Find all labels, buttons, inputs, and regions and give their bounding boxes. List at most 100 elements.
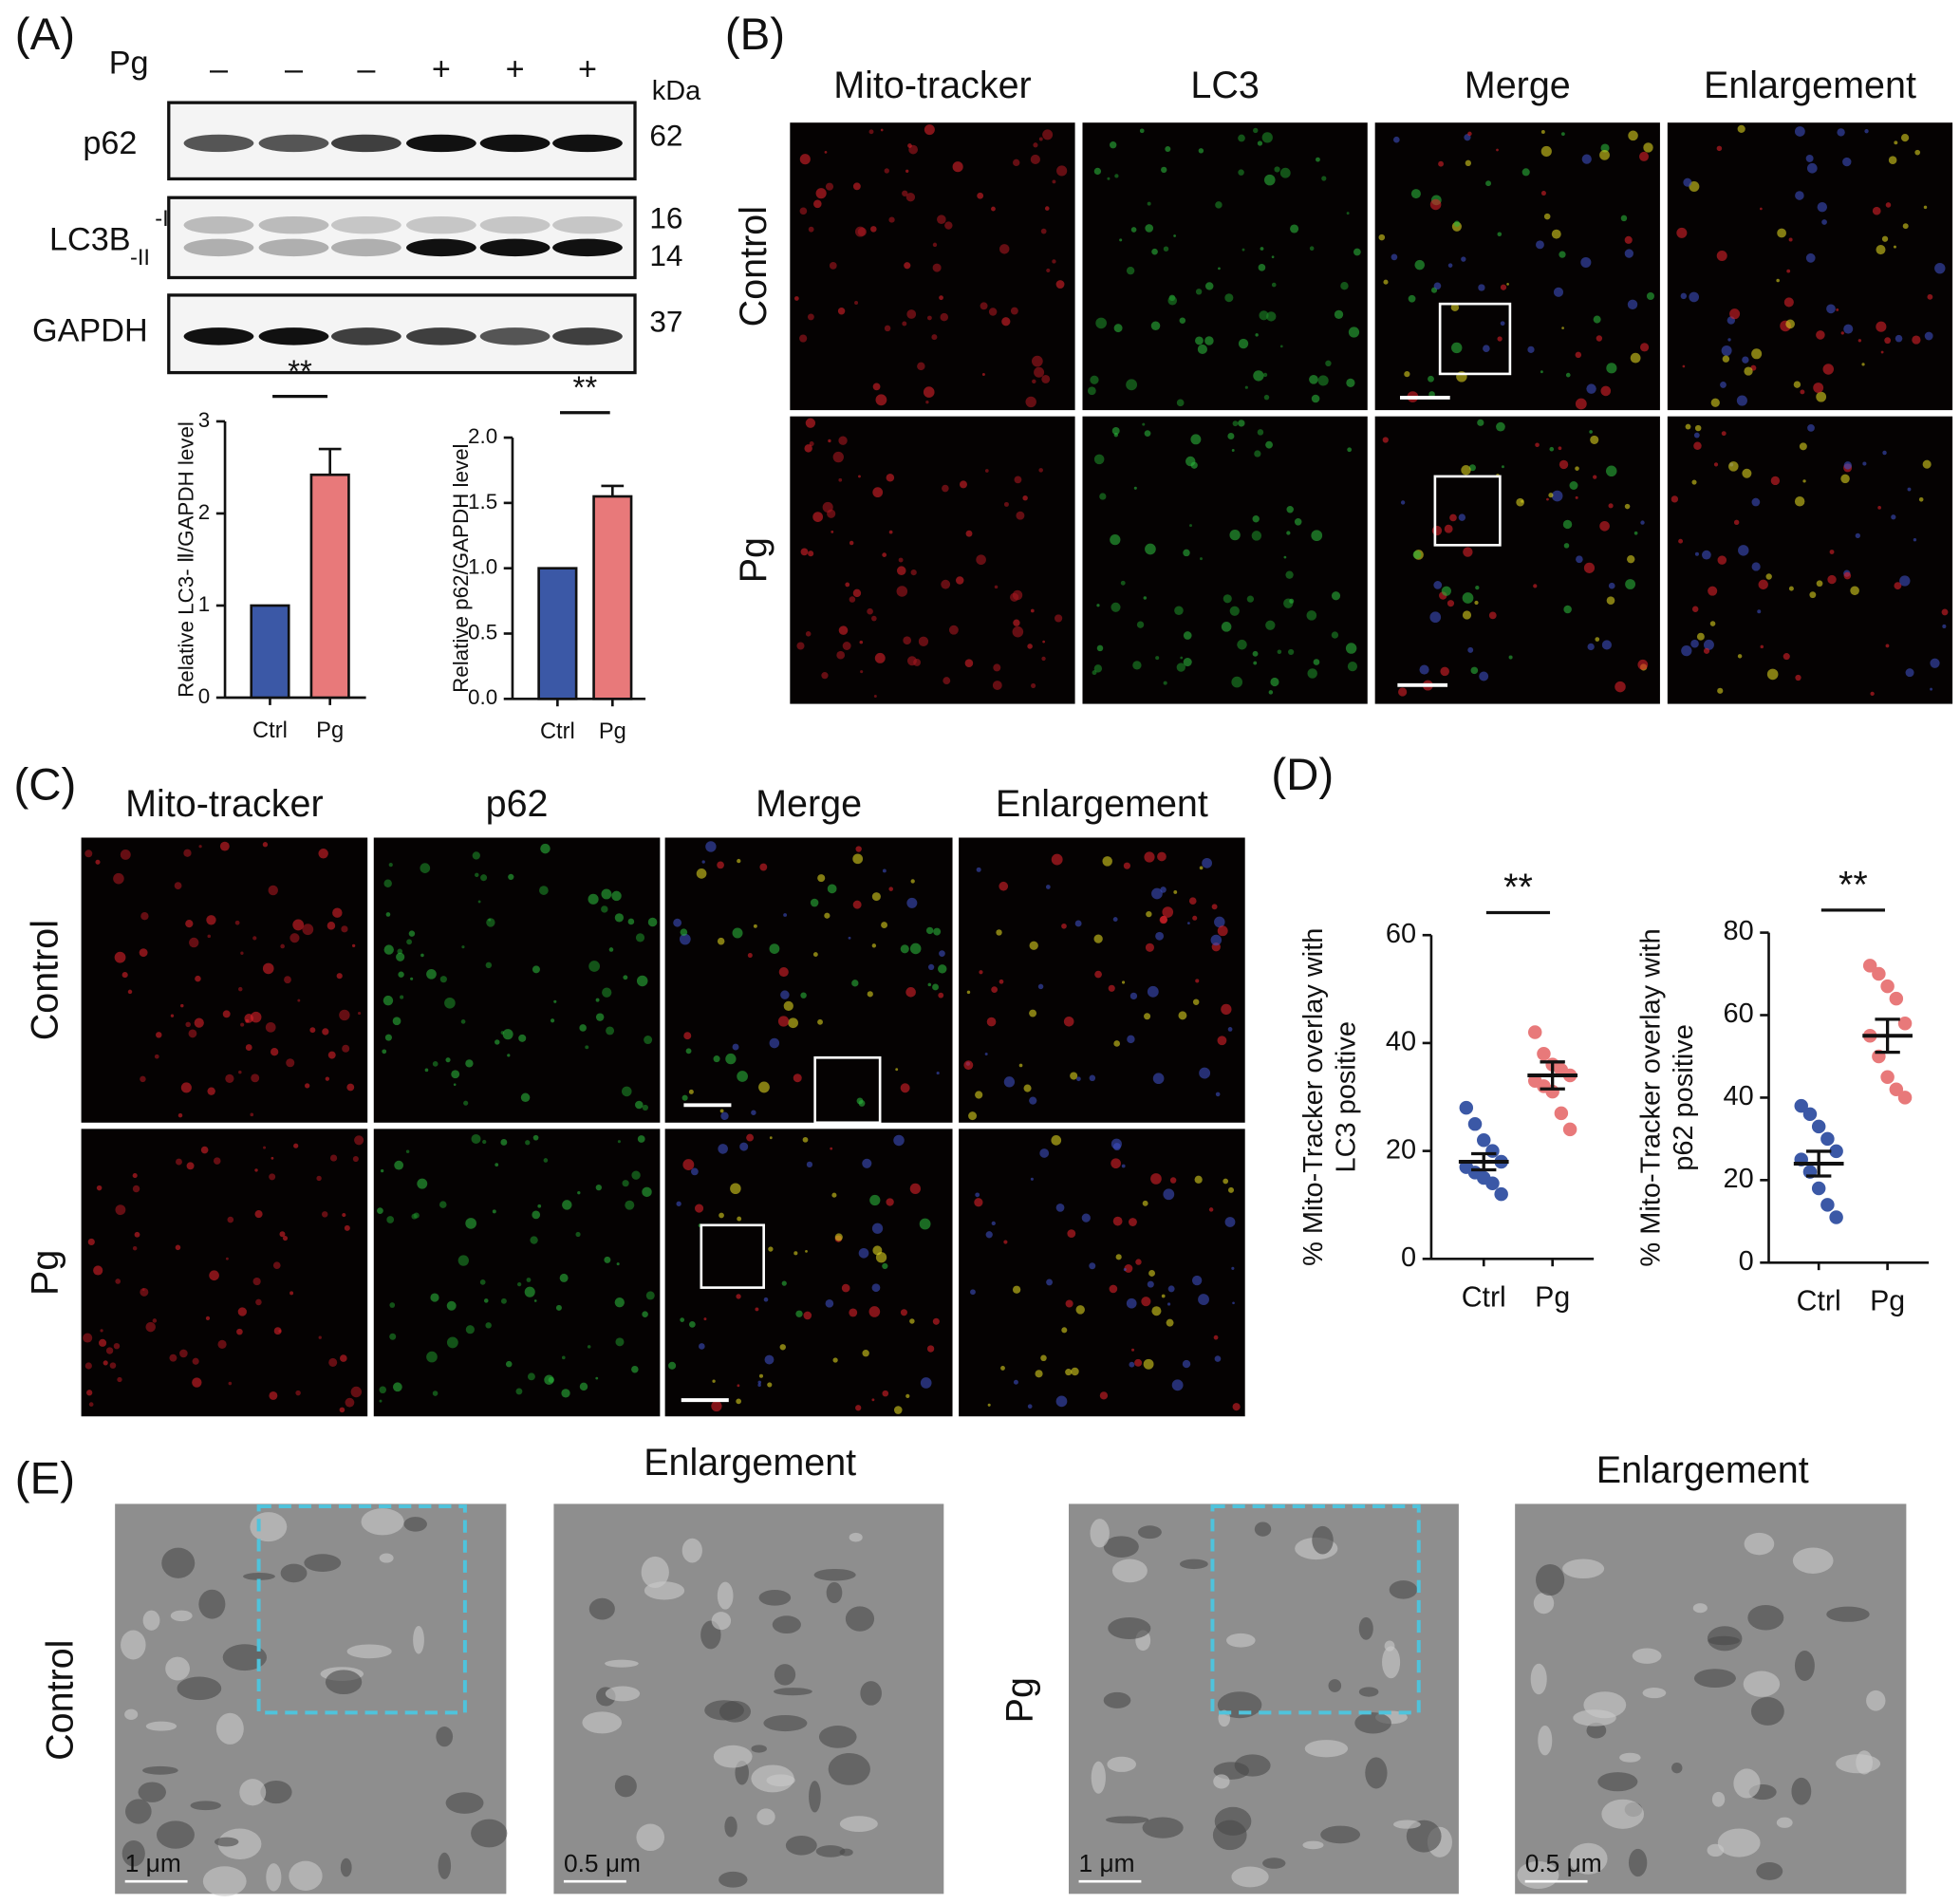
micrograph-speck xyxy=(1003,1076,1016,1088)
micrograph-speck xyxy=(95,859,101,865)
micrograph-speck xyxy=(984,1052,988,1055)
micrograph-speck xyxy=(1843,571,1852,580)
tem-feature xyxy=(849,1532,863,1542)
micrograph-speck xyxy=(530,1236,538,1244)
micrograph-speck xyxy=(577,1191,581,1195)
micrograph-speck xyxy=(1277,649,1282,654)
micrograph-speck xyxy=(1218,267,1221,271)
micrograph-speck xyxy=(1167,1285,1175,1293)
micrograph-speck xyxy=(1254,450,1261,457)
micrograph-speck xyxy=(518,1034,527,1042)
micrograph-speck xyxy=(219,841,230,851)
micrograph-speck xyxy=(1891,514,1896,520)
micrograph-speck xyxy=(854,301,859,305)
micrograph-speck xyxy=(345,1397,355,1408)
micrograph-speck xyxy=(1223,1178,1229,1185)
micrograph-speck xyxy=(430,1293,439,1302)
micrograph-speck xyxy=(305,1083,310,1089)
micrograph-speck xyxy=(1410,189,1421,199)
column-header: p62 xyxy=(486,783,549,825)
tem-feature xyxy=(1743,1671,1781,1697)
scale-bar-label: 1 μm xyxy=(1079,1849,1135,1877)
micrograph-speck xyxy=(272,1261,281,1270)
pg-label: Pg xyxy=(109,46,149,82)
column-header: Merge xyxy=(756,783,862,825)
micrograph-speck xyxy=(888,887,893,891)
micrograph-speck xyxy=(882,1390,889,1397)
micrograph-speck xyxy=(1548,493,1554,498)
micrograph-speck xyxy=(621,1086,632,1097)
micrograph-speck xyxy=(1001,317,1011,327)
micrograph-speck xyxy=(694,1204,704,1213)
micrograph-speck xyxy=(1000,1365,1005,1371)
y-tick-label: 0.0 xyxy=(468,685,497,709)
micrograph-speck xyxy=(769,1037,780,1049)
tem-feature xyxy=(217,1828,262,1859)
micrograph-speck xyxy=(1126,266,1135,275)
micrograph-speck xyxy=(1465,159,1472,167)
micrograph-speck xyxy=(1500,284,1507,290)
micrograph-speck xyxy=(872,1245,883,1256)
micrograph-speck xyxy=(1166,1318,1174,1327)
blot-row-sub: -II xyxy=(130,246,150,271)
micrograph-speck xyxy=(280,943,285,949)
micrograph-speck xyxy=(1783,297,1794,308)
micrograph-speck xyxy=(1093,454,1105,465)
micrograph-speck xyxy=(1927,293,1933,300)
micrograph-speck xyxy=(1794,126,1805,137)
tem-feature xyxy=(774,1664,796,1686)
micrograph-speck xyxy=(980,302,988,310)
micrograph-speck xyxy=(1497,232,1503,237)
micrograph-speck xyxy=(1561,327,1564,329)
micrograph-speck xyxy=(988,308,998,316)
micrograph-speck xyxy=(1470,666,1479,675)
blot-band xyxy=(183,327,254,345)
micrograph-speck xyxy=(1115,1254,1122,1260)
micrograph-speck xyxy=(206,915,216,925)
micrograph-speck xyxy=(1045,885,1051,889)
micrograph-speck xyxy=(1035,1370,1043,1378)
micrograph-speck xyxy=(1628,130,1638,141)
tem-feature xyxy=(340,1857,352,1877)
micrograph-speck xyxy=(270,1048,279,1056)
micrograph-speck xyxy=(1821,219,1827,225)
micrograph-speck xyxy=(1914,149,1921,156)
tem-feature xyxy=(1231,1866,1269,1888)
micrograph-speck xyxy=(1065,1299,1073,1308)
micrograph-speck xyxy=(645,1291,655,1300)
micrograph-speck xyxy=(832,1357,838,1363)
micrograph-speck xyxy=(1640,343,1650,352)
micrograph-speck xyxy=(996,929,1002,936)
micrograph-speck xyxy=(1018,1063,1023,1068)
micrograph-speck xyxy=(251,1073,260,1083)
tem-feature xyxy=(1262,1857,1286,1869)
micrograph-speck xyxy=(1289,598,1295,604)
column-header: Mito-tracker xyxy=(833,65,1032,106)
micrograph-speck xyxy=(837,308,846,315)
micrograph-speck xyxy=(189,937,199,948)
micrograph-speck xyxy=(836,650,846,660)
tem-feature xyxy=(772,1615,801,1634)
micrograph-speck xyxy=(1155,656,1160,661)
y-axis-label: % Mito-Tracker overlay with xyxy=(1298,928,1329,1266)
micrograph-speck xyxy=(1134,1358,1143,1367)
tem-feature xyxy=(605,1659,639,1668)
micrograph-speck xyxy=(1261,132,1273,143)
micrograph-speck xyxy=(788,1017,798,1029)
micrograph-speck xyxy=(1144,430,1151,437)
tem-feature xyxy=(1358,1687,1379,1697)
micrograph-speck xyxy=(1265,440,1273,449)
micrograph-speck xyxy=(1044,206,1050,211)
micrograph-speck xyxy=(1683,177,1692,187)
micrograph-speck xyxy=(1321,176,1327,181)
blot-row-label: LC3B xyxy=(49,221,131,257)
micrograph-speck xyxy=(614,1297,625,1308)
micrograph-speck xyxy=(1029,1096,1037,1105)
micrograph-speck xyxy=(852,900,862,909)
y-axis-label: % Mito-Tracker overlay with xyxy=(1636,928,1667,1266)
micrograph-speck xyxy=(185,1021,191,1028)
micrograph-speck xyxy=(1912,335,1921,345)
micrograph-speck xyxy=(548,1376,554,1383)
micrograph-speck xyxy=(339,1354,347,1362)
micrograph-speck xyxy=(737,1384,740,1388)
